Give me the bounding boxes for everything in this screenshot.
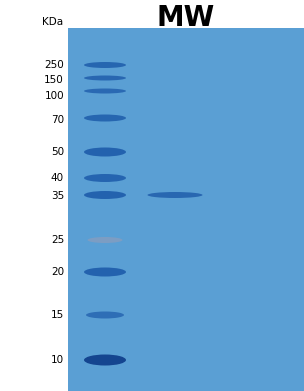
Ellipse shape xyxy=(84,174,126,182)
Text: 20: 20 xyxy=(51,267,64,277)
Ellipse shape xyxy=(84,267,126,276)
Text: 35: 35 xyxy=(51,191,64,201)
Ellipse shape xyxy=(84,115,126,122)
Text: KDa: KDa xyxy=(42,17,63,27)
Ellipse shape xyxy=(84,88,126,93)
Text: 150: 150 xyxy=(44,75,64,85)
Text: 250: 250 xyxy=(44,60,64,70)
Ellipse shape xyxy=(86,312,124,319)
Ellipse shape xyxy=(84,75,126,81)
Ellipse shape xyxy=(84,62,126,68)
Text: 25: 25 xyxy=(51,235,64,245)
Ellipse shape xyxy=(84,355,126,366)
Ellipse shape xyxy=(84,191,126,199)
Ellipse shape xyxy=(88,237,123,243)
Text: 50: 50 xyxy=(51,147,64,157)
Text: 15: 15 xyxy=(51,310,64,320)
Text: 40: 40 xyxy=(51,173,64,183)
Text: 10: 10 xyxy=(51,355,64,365)
Ellipse shape xyxy=(84,147,126,156)
Text: 70: 70 xyxy=(51,115,64,125)
Bar xyxy=(68,28,304,391)
Ellipse shape xyxy=(147,192,202,198)
Text: 100: 100 xyxy=(44,91,64,101)
Text: MW: MW xyxy=(157,4,215,32)
